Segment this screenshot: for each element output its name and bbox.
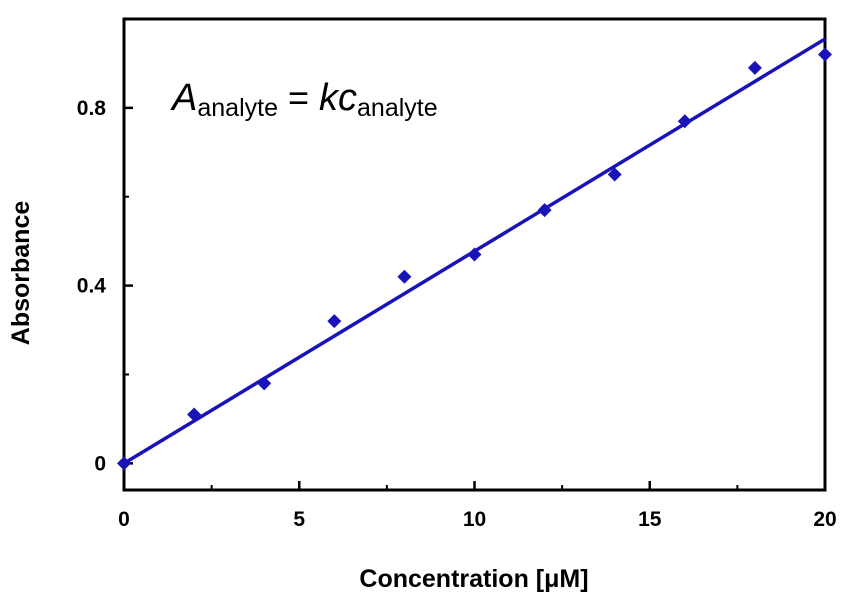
- x-tick-label: 0: [118, 508, 130, 531]
- data-point: [257, 376, 272, 391]
- x-axis-title: Concentration [μM]: [359, 565, 588, 593]
- y-tick-label: 0.8: [77, 97, 107, 120]
- x-tick-label: 20: [813, 508, 836, 531]
- data-point: [818, 47, 832, 62]
- axes: 0 5 10 15 20 0 0.4 0.8: [77, 17, 837, 531]
- y-axis-title: Absorbance: [7, 201, 35, 346]
- y-tick-label: 0.4: [77, 275, 107, 298]
- equation-annotation: Aanalyte = kcanalyte: [170, 77, 438, 122]
- equation-subscript-2: analyte: [357, 94, 438, 122]
- data-point: [327, 314, 342, 329]
- data-layer: [117, 37, 832, 471]
- data-point: [537, 203, 552, 218]
- data-point: [187, 407, 202, 422]
- data-point: [117, 456, 131, 471]
- equation-kc: kc: [319, 77, 357, 119]
- data-point: [397, 269, 412, 284]
- data-point: [677, 114, 692, 129]
- equation-A: A: [170, 77, 197, 119]
- x-tick-label: 15: [638, 508, 662, 531]
- data-point: [607, 167, 622, 182]
- data-point: [467, 247, 482, 262]
- x-tick-label: 5: [293, 508, 305, 531]
- equation-subscript-1: analyte: [197, 94, 278, 122]
- data-point: [747, 60, 762, 75]
- x-tick-label: 10: [463, 508, 486, 531]
- y-tick-label: 0: [94, 452, 106, 475]
- equation-equals: =: [278, 77, 319, 118]
